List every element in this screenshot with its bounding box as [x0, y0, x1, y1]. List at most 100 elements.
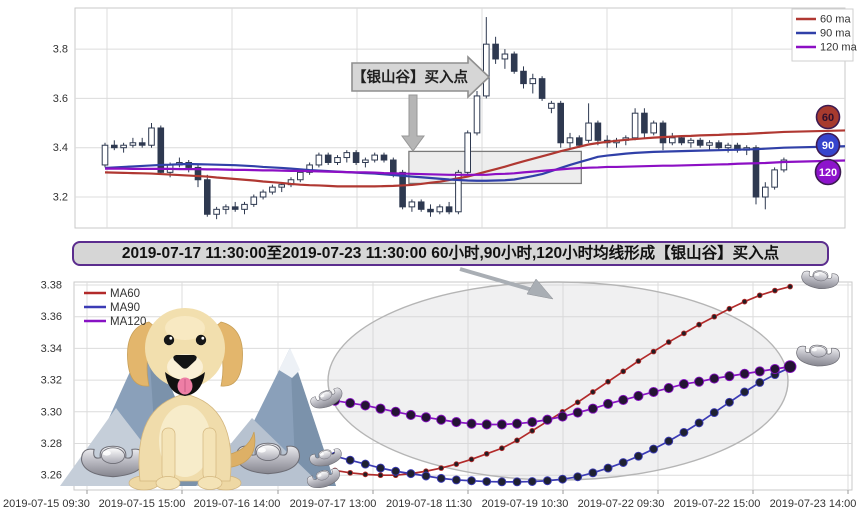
candle-body: [194, 166, 202, 181]
y-tick-label: 3.30: [41, 406, 62, 418]
candle-body: [343, 152, 351, 159]
candle: [464, 130, 471, 175]
data-point: [665, 339, 672, 345]
candle-body: [585, 122, 592, 141]
data-point: [391, 466, 401, 476]
legend-label: 90 ma: [820, 28, 851, 40]
ma-line: [105, 159, 846, 176]
badge-circle: [814, 158, 842, 186]
candle-body: [436, 206, 444, 213]
golden-retriever-illustration: [127, 308, 256, 491]
data-point: [421, 471, 431, 481]
candle-body: [427, 208, 434, 213]
y-tick-label: 3.32: [41, 375, 62, 387]
candle-body: [780, 159, 788, 171]
candle-body: [641, 112, 648, 134]
highlight-ellipse: [327, 281, 789, 481]
candle-body: [715, 142, 723, 149]
candle: [585, 103, 592, 143]
data-point: [376, 463, 385, 473]
data-point: [574, 399, 581, 406]
down-arrow-icon: [401, 94, 425, 152]
candle-body: [138, 142, 146, 146]
flag-label: 【银山谷】买入点: [352, 68, 468, 86]
candle-body: [529, 78, 537, 85]
candle: [352, 150, 360, 165]
x-tick-label: 2019-07-23 14:00: [770, 498, 857, 510]
data-point: [436, 473, 446, 483]
candle-body: [111, 144, 118, 149]
data-point: [360, 400, 371, 411]
candle-body: [222, 206, 230, 210]
candle: [111, 140, 118, 151]
candle-body: [390, 159, 397, 173]
candle-body: [399, 171, 406, 208]
data-point: [588, 468, 598, 478]
legend-label: MA60: [110, 288, 140, 300]
ma-badge-90: 90: [815, 132, 841, 158]
callout-arrow: [459, 267, 554, 300]
x-tick-label: 2019-07-15 15:00: [99, 498, 186, 510]
legend-label: 60 ma: [820, 14, 851, 26]
candle-body: [724, 144, 732, 149]
candle-body: [706, 142, 713, 146]
candle: [483, 17, 490, 99]
ma-badge-60: 60: [815, 104, 841, 130]
candle-body: [204, 179, 211, 215]
legend-box: [791, 8, 854, 62]
candle-body: [278, 184, 285, 188]
candle: [334, 155, 341, 165]
candle-body: [669, 137, 676, 144]
data-point: [755, 378, 765, 387]
data-point: [453, 461, 460, 467]
data-point: [603, 398, 614, 409]
x-tick-label: 2019-07-22 09:30: [578, 498, 665, 510]
candle: [706, 140, 713, 151]
data-point: [572, 407, 583, 418]
data-point: [650, 348, 657, 355]
data-point: [603, 463, 613, 473]
data-point: [649, 444, 659, 454]
legend-label: MA120: [110, 316, 146, 328]
candle-body: [417, 201, 425, 210]
data-point: [468, 456, 475, 463]
y-tick-label: 3.28: [41, 438, 62, 450]
candle-body: [250, 196, 258, 205]
legend-label: MA90: [110, 302, 140, 314]
data-point: [512, 477, 522, 487]
candle-body: [576, 137, 583, 146]
data-point: [377, 472, 384, 479]
data-point: [726, 305, 733, 312]
data-point: [694, 418, 704, 428]
data-point: [527, 477, 537, 486]
candle: [269, 184, 276, 195]
candle: [687, 137, 695, 148]
candle: [557, 100, 565, 148]
data-point: [618, 458, 628, 467]
candle-body: [408, 201, 416, 208]
data-point: [527, 417, 538, 428]
data-point: [451, 475, 461, 485]
candle: [455, 169, 462, 215]
candle: [204, 174, 211, 217]
candle-body: [520, 70, 527, 85]
candle-body: [771, 169, 778, 188]
y-tick-label: 3.8: [53, 44, 68, 56]
data-point: [573, 472, 583, 482]
data-point: [362, 471, 369, 478]
candle: [501, 49, 509, 69]
data-point: [390, 406, 401, 417]
candle: [445, 201, 453, 215]
data-point: [618, 394, 629, 405]
data-point: [694, 376, 705, 387]
data-point: [467, 476, 476, 486]
data-point: [481, 419, 492, 430]
data-point: [635, 358, 642, 364]
data-point: [772, 287, 778, 294]
annotation-banner: 2019-07-17 11:30:00至2019-07-23 11:30:00 …: [72, 241, 829, 266]
candle: [631, 108, 639, 141]
ma-line: [104, 145, 846, 182]
data-point: [345, 398, 356, 409]
y-tick-label: 3.4: [53, 142, 68, 154]
